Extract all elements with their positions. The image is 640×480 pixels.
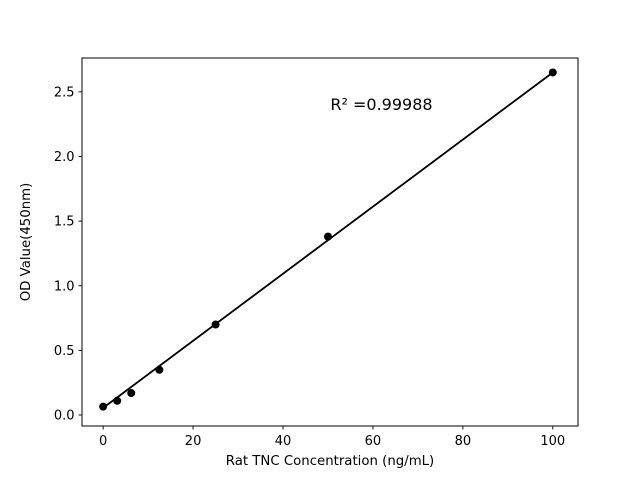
x-tick-label: 80 bbox=[455, 434, 472, 449]
x-tick-label: 40 bbox=[275, 434, 292, 449]
y-tick-label: 0.0 bbox=[54, 409, 75, 424]
r-squared-annotation: R² =0.99988 bbox=[330, 95, 432, 114]
axis-ticks: 0 20 40 60 80 100 0.0 0.5 1.0 1.5 2.0 2.5 bbox=[54, 85, 565, 449]
data-point bbox=[323, 232, 332, 241]
x-tick-label: 100 bbox=[540, 434, 565, 449]
x-tick-label: 20 bbox=[185, 434, 202, 449]
data-series bbox=[99, 68, 557, 411]
plot-frame bbox=[81, 57, 579, 427]
y-tick-label: 1.5 bbox=[54, 215, 75, 230]
y-axis-label: OD Value(450nm) bbox=[19, 183, 34, 302]
data-point bbox=[99, 402, 108, 411]
x-tick-label: 0 bbox=[99, 434, 107, 449]
y-tick-label: 1.0 bbox=[54, 279, 75, 294]
data-point bbox=[548, 68, 557, 77]
data-point bbox=[127, 389, 136, 398]
axes-spines bbox=[81, 57, 579, 427]
data-point bbox=[113, 396, 122, 405]
data-point bbox=[211, 320, 220, 329]
y-tick-label: 0.5 bbox=[54, 344, 75, 359]
y-tick-label: 2.5 bbox=[54, 85, 75, 100]
y-tick-label: 2.0 bbox=[54, 150, 75, 165]
x-tick-label: 60 bbox=[365, 434, 382, 449]
data-point bbox=[155, 365, 164, 374]
x-axis-label: Rat TNC Concentration (ng/mL) bbox=[226, 454, 435, 469]
